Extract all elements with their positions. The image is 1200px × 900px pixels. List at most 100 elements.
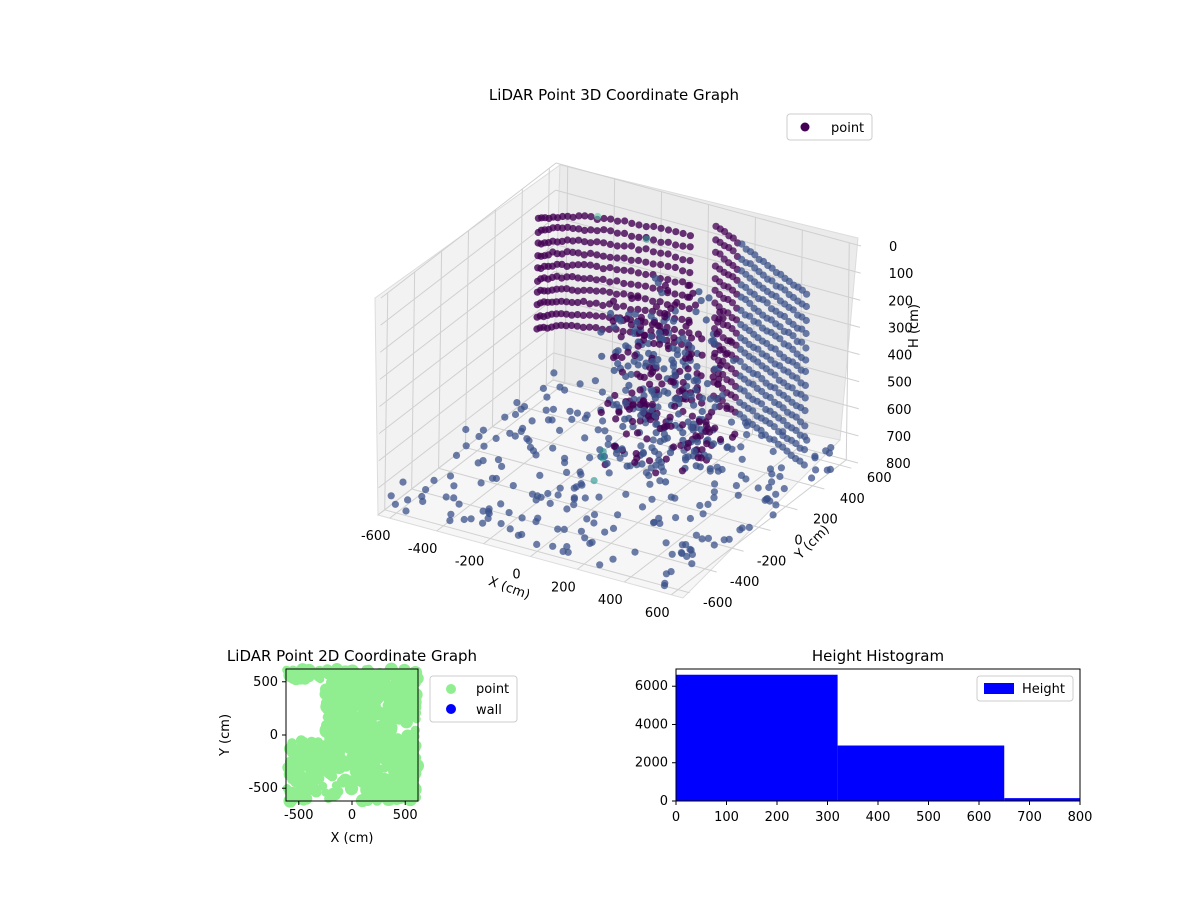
- point-3d: [579, 323, 587, 331]
- gridline: [379, 271, 555, 407]
- point-3d: [716, 435, 725, 444]
- point-3d: [580, 297, 588, 305]
- point-3d: [662, 478, 670, 486]
- point-3d: [399, 478, 407, 486]
- point-3d: [575, 225, 583, 233]
- point-3d: [789, 345, 797, 353]
- point-3d: [447, 510, 455, 518]
- point-3d: [634, 269, 643, 277]
- point-3d: [387, 492, 395, 500]
- point-3d: [460, 515, 468, 524]
- point-3d: [792, 426, 800, 434]
- point-3d: [685, 316, 693, 324]
- point-2d: [304, 745, 316, 758]
- point-3d: [689, 289, 697, 297]
- point-3d: [669, 362, 678, 370]
- point-3d: [418, 492, 426, 501]
- point-3d: [738, 240, 746, 248]
- point-3d: [679, 267, 687, 275]
- point-3d: [623, 315, 631, 323]
- point-3d: [649, 260, 657, 268]
- legend-2d: point wall: [429, 675, 518, 723]
- point-3d: [620, 254, 628, 262]
- point-3d: [517, 427, 525, 435]
- point-3d: [648, 495, 656, 503]
- point-3d: [574, 287, 582, 295]
- point-3d: [690, 420, 698, 428]
- point-3d: [737, 306, 745, 314]
- point-3d: [687, 334, 696, 342]
- point-2d: [289, 759, 300, 770]
- point-2d: [355, 771, 367, 783]
- point-3d: [529, 447, 538, 455]
- point-3d: [686, 545, 694, 554]
- point-3d: [569, 224, 577, 233]
- point-3d: [581, 434, 589, 442]
- point-3d: [654, 403, 662, 411]
- point-3d: [592, 276, 601, 284]
- point-3d: [563, 468, 571, 476]
- point-3d: [506, 429, 514, 437]
- point-3d: [651, 447, 659, 455]
- point-3d: [450, 494, 458, 502]
- point-3d: [615, 408, 623, 416]
- point-3d: [685, 305, 693, 313]
- point-3d: [452, 451, 461, 459]
- point-3d: [645, 340, 653, 348]
- point-3d: [627, 370, 635, 379]
- point-3d: [660, 582, 669, 590]
- point-3d: [404, 496, 412, 504]
- point-3d: [696, 463, 704, 471]
- point-3d: [704, 500, 712, 508]
- point-3d: [682, 322, 690, 330]
- point-3d: [686, 232, 695, 240]
- point-3d: [534, 252, 542, 260]
- point-3d: [639, 408, 647, 416]
- point-3d: [681, 349, 689, 357]
- point-3d: [693, 370, 701, 378]
- point-3d: [698, 407, 706, 416]
- point-2d: [408, 711, 419, 721]
- point-2d: [298, 762, 308, 771]
- point-3d: [662, 455, 670, 463]
- point-3d: [606, 264, 614, 272]
- point-3d: [533, 288, 542, 296]
- point-3d: [609, 297, 618, 305]
- point-3d: [593, 238, 601, 246]
- point-3d: [622, 399, 630, 407]
- gridline: [553, 325, 859, 410]
- point-3d: [719, 314, 727, 322]
- point-3d: [606, 278, 614, 286]
- point-3d: [642, 245, 650, 253]
- point-3d: [533, 540, 541, 549]
- point-3d: [599, 448, 607, 456]
- point-3d: [619, 302, 628, 310]
- point-3d: [728, 433, 737, 441]
- point-3d: [638, 503, 647, 511]
- point-3d: [800, 446, 809, 454]
- point-3d: [757, 400, 766, 408]
- z-tick-label-3d: 700: [886, 430, 911, 445]
- point-3d: [586, 249, 595, 257]
- point-3d: [683, 339, 691, 347]
- point-3d: [442, 493, 450, 501]
- point-3d: [620, 290, 628, 298]
- point-2d: [365, 780, 378, 793]
- point-3d: [570, 495, 578, 503]
- y-tick-label-3d: -400: [730, 575, 760, 590]
- point-3d: [599, 301, 607, 310]
- point-3d: [648, 400, 657, 408]
- point-3d: [746, 299, 754, 307]
- point-3d: [642, 359, 650, 367]
- point-3d: [647, 312, 655, 320]
- point-3d: [620, 266, 628, 274]
- point-3d: [684, 373, 692, 381]
- point-3d: [592, 299, 600, 307]
- point-2d: [285, 793, 294, 803]
- x-tick-label-histogram: 100: [714, 810, 739, 825]
- point-3d: [727, 418, 736, 426]
- point-3d: [711, 424, 719, 432]
- gridline: [465, 447, 771, 531]
- point-3d: [556, 426, 564, 434]
